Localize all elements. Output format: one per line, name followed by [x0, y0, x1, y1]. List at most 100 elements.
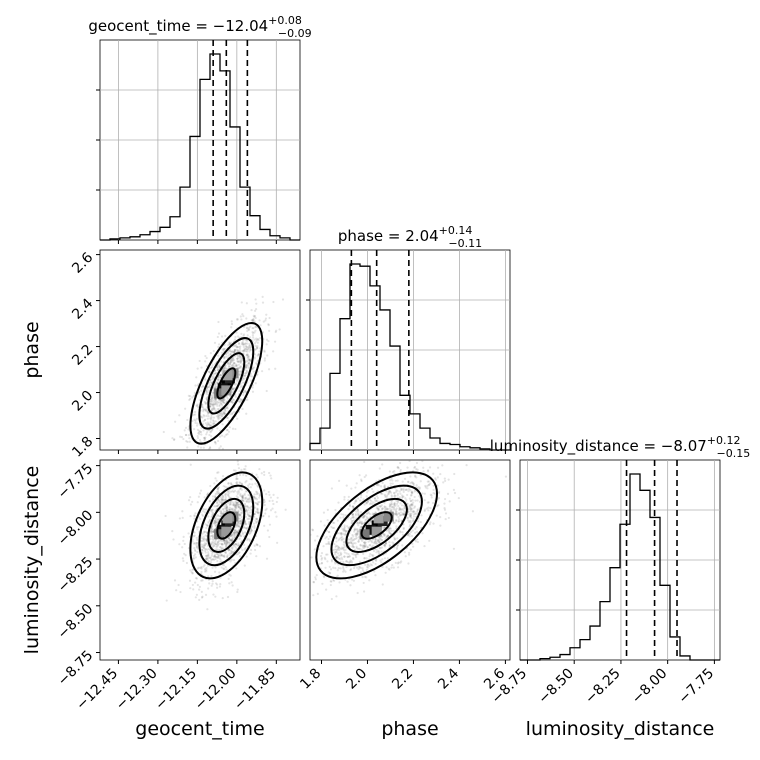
sample-point [230, 550, 233, 553]
sample-point [253, 353, 257, 356]
sample-point [244, 372, 247, 375]
sample-point [213, 570, 217, 573]
sample-point [392, 521, 395, 524]
sample-point [216, 541, 219, 544]
sample-point [224, 406, 228, 410]
sample-point [217, 415, 220, 419]
sample-point [238, 370, 241, 373]
sample-point [224, 545, 228, 548]
sample-point [262, 320, 265, 323]
sample-point [215, 556, 218, 559]
sample-point [231, 504, 235, 507]
sample-point [236, 525, 239, 528]
sample-point [216, 586, 219, 589]
sample-point [199, 517, 202, 521]
sample-point [222, 412, 225, 415]
sample-point [385, 566, 388, 569]
sample-point [344, 548, 347, 552]
sample-point [240, 370, 243, 373]
sample-point [384, 495, 387, 499]
sample-point [251, 367, 254, 370]
sample-point [242, 343, 245, 346]
sample-point [204, 523, 207, 526]
sample-point [211, 511, 215, 514]
sample-point [246, 484, 250, 487]
sample-point [213, 553, 217, 556]
sample-point [407, 480, 410, 483]
sample-point [192, 413, 195, 417]
sample-point [353, 527, 357, 530]
sample-point [215, 555, 218, 559]
sample-point [208, 582, 211, 585]
sample-point [369, 543, 372, 547]
sample-point [372, 549, 376, 553]
sample-point [389, 482, 392, 485]
sample-point [246, 537, 249, 540]
sample-point [276, 541, 279, 544]
sample-point [225, 505, 228, 508]
sample-point [409, 508, 413, 511]
sample-point [370, 545, 373, 549]
sample-point [228, 496, 231, 499]
sample-point [190, 570, 193, 574]
sample-point [351, 552, 354, 555]
sample-point [241, 533, 245, 536]
sample-point [212, 544, 215, 547]
sample-point [367, 489, 370, 492]
sample-point [230, 360, 234, 363]
sample-point [222, 401, 225, 404]
sample-point [443, 497, 447, 501]
sample-point [244, 468, 247, 471]
sample-point [365, 501, 368, 504]
sample-point [236, 503, 239, 506]
sample-point [230, 503, 233, 506]
sample-point [383, 534, 386, 537]
sample-point [342, 547, 345, 550]
sample-point [250, 319, 253, 322]
sample-point [246, 539, 249, 542]
sample-point [340, 546, 344, 549]
sample-point [227, 549, 230, 552]
sample-point [195, 541, 198, 545]
sample-point [242, 378, 245, 381]
sample-point [218, 546, 222, 549]
sample-point [400, 488, 403, 492]
sample-point [197, 566, 200, 569]
sample-point [369, 502, 372, 505]
sample-point [225, 543, 228, 546]
sample-point [369, 513, 372, 516]
sample-point [255, 346, 259, 349]
sample-point [338, 547, 341, 550]
sample-point [444, 512, 448, 515]
sample-point [222, 348, 225, 351]
sample-point [471, 510, 474, 513]
sample-point [210, 531, 213, 534]
sample-point [224, 539, 227, 543]
sample-point [214, 383, 217, 386]
sample-point [207, 556, 211, 559]
sample-point [248, 511, 252, 514]
sample-point [378, 539, 381, 542]
sample-point [350, 541, 353, 545]
sample-point [189, 395, 192, 398]
sample-point [381, 463, 384, 466]
sample-point [398, 513, 401, 516]
sample-point [414, 531, 417, 534]
sample-point [339, 567, 342, 570]
sample-point [203, 437, 207, 441]
sample-point [207, 524, 210, 527]
sample-point [403, 477, 407, 480]
sample-point [373, 497, 377, 500]
sample-point [245, 347, 248, 351]
sample-point [256, 360, 259, 363]
sample-point [221, 447, 225, 450]
sample-point [225, 433, 228, 437]
sample-point [416, 538, 419, 541]
sample-point [210, 415, 213, 418]
sample-point [242, 334, 245, 337]
sample-point [214, 477, 217, 480]
sample-point [332, 579, 336, 582]
sample-point [245, 364, 248, 367]
sample-point [211, 582, 214, 585]
sample-point [213, 495, 217, 499]
